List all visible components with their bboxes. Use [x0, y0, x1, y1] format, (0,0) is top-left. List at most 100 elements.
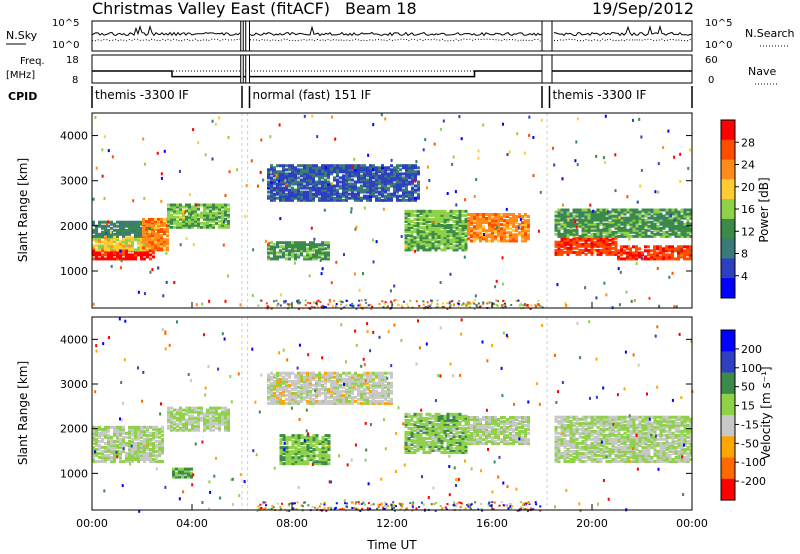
heatmap-cell	[309, 375, 312, 379]
heatmap-cell	[291, 255, 294, 259]
heatmap-cell	[215, 213, 218, 217]
heatmap-cell	[680, 220, 684, 224]
heatmap-cell	[665, 230, 669, 234]
heatmap-cell	[128, 435, 131, 439]
heatmap-cell	[578, 244, 582, 248]
heatmap-cell	[638, 251, 641, 255]
heatmap-cell	[194, 410, 197, 414]
heatmap-cell	[181, 469, 184, 473]
heatmap-cell	[407, 220, 411, 223]
heatmap-cell	[390, 198, 393, 202]
heatmap-cell	[163, 238, 166, 242]
heatmap-cell	[294, 446, 298, 450]
heatmap-cell	[160, 217, 163, 221]
heatmap-cell	[155, 429, 158, 433]
heatmap-cell	[300, 397, 303, 401]
heatmap-cell	[464, 217, 468, 221]
heatmap-cell	[413, 422, 417, 426]
heatmap-cell	[422, 213, 426, 217]
heatmap-cell	[407, 437, 411, 440]
heatmap-cell	[521, 235, 524, 239]
heatmap-cell	[297, 194, 300, 198]
heatmap-cell	[422, 220, 426, 223]
heatmap-cell	[167, 203, 170, 207]
heatmap-cell	[581, 212, 585, 216]
heatmap-cell	[587, 250, 591, 254]
heatmap-cell	[158, 449, 161, 453]
heatmap-cell	[590, 252, 594, 256]
heatmap-cell	[294, 438, 298, 442]
heatmap-cell	[161, 460, 164, 463]
heatmap-cell	[318, 180, 321, 184]
heatmap-cell	[284, 300, 287, 303]
heatmap-cell	[291, 395, 294, 399]
heatmap-cell	[324, 399, 327, 403]
heatmap-cell	[477, 149, 480, 153]
heatmap-cell	[360, 381, 363, 385]
heatmap-cell	[95, 238, 98, 242]
heatmap-cell	[449, 209, 453, 213]
heatmap-cell	[285, 446, 289, 450]
heatmap-cell	[170, 414, 173, 418]
heatmap-cell	[537, 299, 540, 302]
heatmap-cell	[146, 441, 149, 445]
heatmap-cell	[593, 218, 597, 222]
heatmap-cell	[179, 243, 182, 247]
heatmap-cell	[312, 182, 315, 186]
heatmap-cell	[605, 226, 609, 230]
heatmap-cell	[488, 221, 491, 225]
heatmap-cell	[581, 250, 585, 254]
heatmap-cell	[641, 251, 644, 255]
heatmap-cell	[515, 239, 518, 243]
heatmap-cell	[143, 460, 146, 463]
heatmap-cell	[458, 115, 461, 119]
heatmap-cell	[500, 235, 503, 239]
heatmap-cell	[596, 212, 600, 216]
heatmap-cell	[188, 211, 191, 215]
heatmap-cell	[107, 429, 110, 433]
heatmap-cell	[119, 242, 122, 246]
heatmap-cell	[101, 449, 104, 453]
heatmap-cell	[455, 226, 459, 230]
heatmap-cell	[101, 429, 104, 433]
heatmap-cell	[279, 194, 282, 198]
heatmap-cell	[689, 148, 692, 152]
heatmap-cell	[181, 473, 184, 477]
heatmap-cell	[163, 230, 166, 234]
heatmap-cell	[404, 422, 408, 426]
heatmap-cell	[184, 467, 187, 471]
heatmap-cell	[575, 218, 579, 222]
heatmap-cell	[215, 410, 218, 414]
heatmap-cell	[134, 230, 137, 234]
heatmap-cell	[345, 299, 348, 302]
heatmap-cell	[662, 232, 666, 236]
heatmap-cell	[327, 379, 330, 383]
heatmap-cell	[179, 418, 182, 422]
heatmap-cell	[617, 228, 621, 232]
heatmap-cell	[137, 226, 140, 230]
heatmap-cell	[333, 170, 336, 174]
heatmap-cell	[635, 224, 639, 228]
heatmap-cell	[393, 186, 396, 190]
heatmap-cell	[590, 238, 594, 242]
heatmap-cell	[160, 236, 163, 240]
heatmap-cell	[357, 377, 360, 381]
freq-label: Freq.	[20, 56, 45, 67]
heatmap-cell	[327, 377, 330, 381]
heatmap-cell	[145, 244, 148, 248]
heatmap-cell	[434, 248, 438, 252]
heatmap-cell	[345, 178, 348, 182]
heatmap-cell	[473, 195, 476, 198]
heatmap-cell	[282, 176, 285, 180]
heatmap-cell	[291, 458, 295, 462]
heatmap-cell	[587, 226, 591, 230]
heatmap-cell	[393, 182, 396, 186]
heatmap-cell	[396, 180, 399, 184]
heatmap-cell	[318, 381, 321, 385]
heatmap-cell	[221, 215, 224, 219]
heatmap-cell	[566, 234, 570, 238]
heatmap-cell	[569, 220, 573, 224]
heatmap-cell	[419, 246, 423, 250]
heatmap-cell	[425, 228, 429, 232]
heatmap-cell	[437, 246, 441, 250]
